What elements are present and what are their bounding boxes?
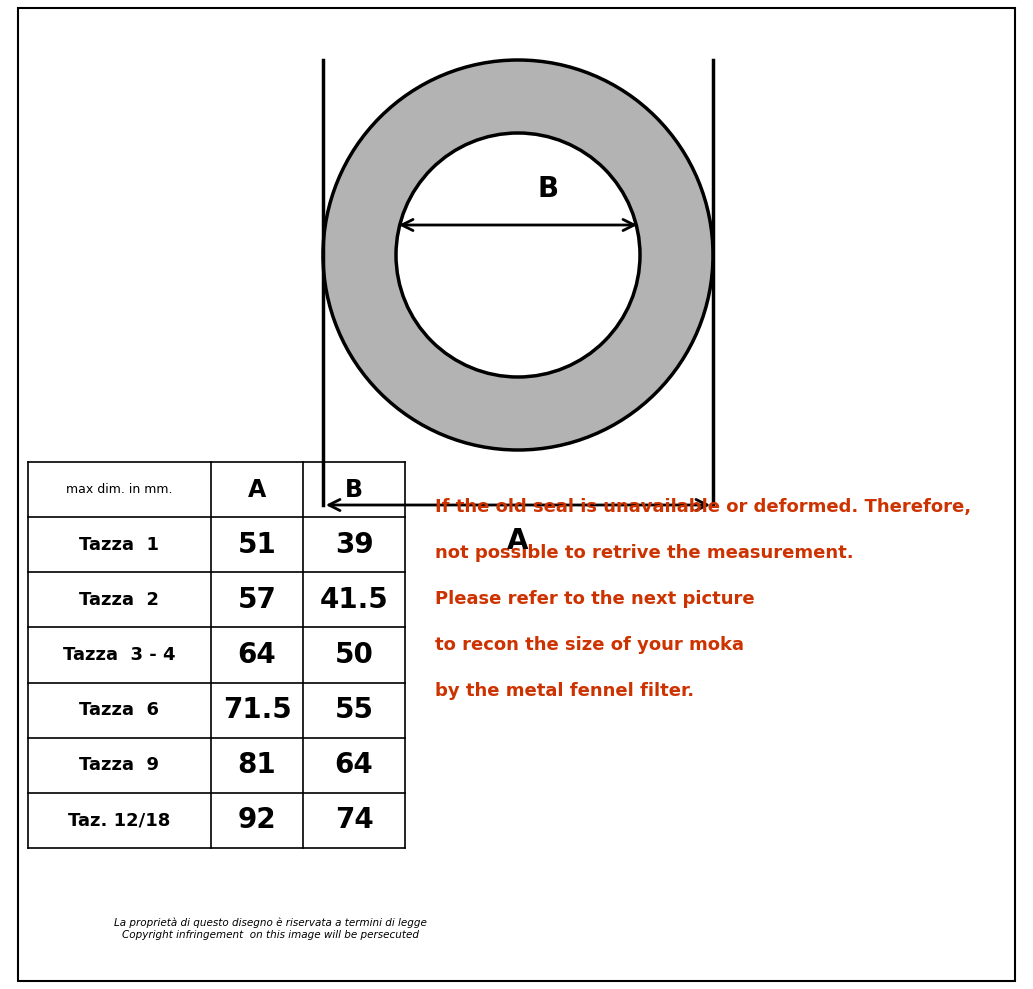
Text: 50: 50	[335, 641, 374, 669]
Text: If the old seal is unavailable or deformed. Therefore,: If the old seal is unavailable or deform…	[435, 498, 971, 516]
Text: 74: 74	[335, 806, 374, 835]
Text: 57: 57	[238, 585, 277, 614]
Text: not possible to retrive the measurement.: not possible to retrive the measurement.	[435, 544, 853, 562]
Text: 64: 64	[335, 752, 374, 779]
Text: Tazza  3 - 4: Tazza 3 - 4	[63, 646, 176, 664]
Text: Tazza  2: Tazza 2	[80, 590, 159, 609]
Text: 39: 39	[335, 531, 373, 559]
Text: B: B	[537, 175, 559, 203]
Text: A: A	[248, 478, 267, 501]
Text: max dim. in mm.: max dim. in mm.	[66, 483, 173, 496]
Text: 41.5: 41.5	[320, 585, 388, 614]
Text: Tazza  9: Tazza 9	[80, 757, 159, 774]
Text: Taz. 12/18: Taz. 12/18	[68, 811, 170, 830]
Circle shape	[323, 60, 713, 450]
Text: 55: 55	[335, 696, 374, 724]
Text: 51: 51	[238, 531, 277, 559]
Text: Tazza  1: Tazza 1	[80, 536, 159, 554]
Text: 64: 64	[238, 641, 277, 669]
Circle shape	[396, 133, 640, 377]
Text: by the metal fennel filter.: by the metal fennel filter.	[435, 682, 694, 700]
Text: 92: 92	[238, 806, 277, 835]
Text: B: B	[345, 478, 364, 501]
Text: 71.5: 71.5	[223, 696, 291, 724]
Text: to recon the size of your moka: to recon the size of your moka	[435, 636, 744, 654]
Text: 81: 81	[238, 752, 277, 779]
Text: Tazza  6: Tazza 6	[80, 701, 159, 719]
Text: La proprietà di questo disegno è riservata a termini di legge
Copyright infringe: La proprietà di questo disegno è riserva…	[114, 918, 427, 940]
Text: Please refer to the next picture: Please refer to the next picture	[435, 590, 755, 608]
Text: A: A	[507, 527, 529, 555]
